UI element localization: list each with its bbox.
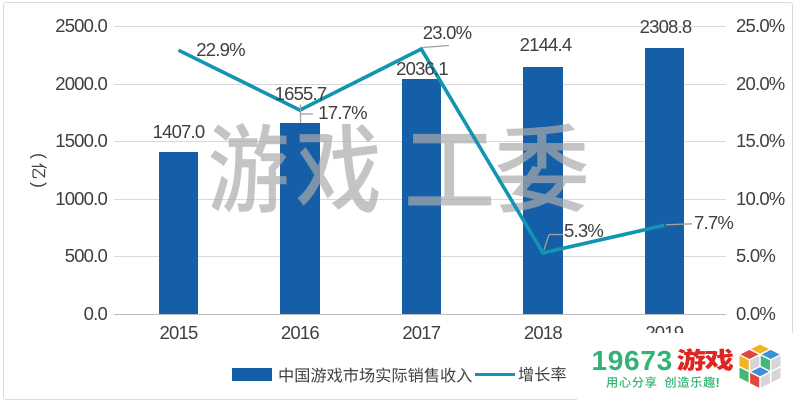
svg-text:): ) (29, 182, 49, 188)
svg-text:(: ( (29, 153, 49, 159)
